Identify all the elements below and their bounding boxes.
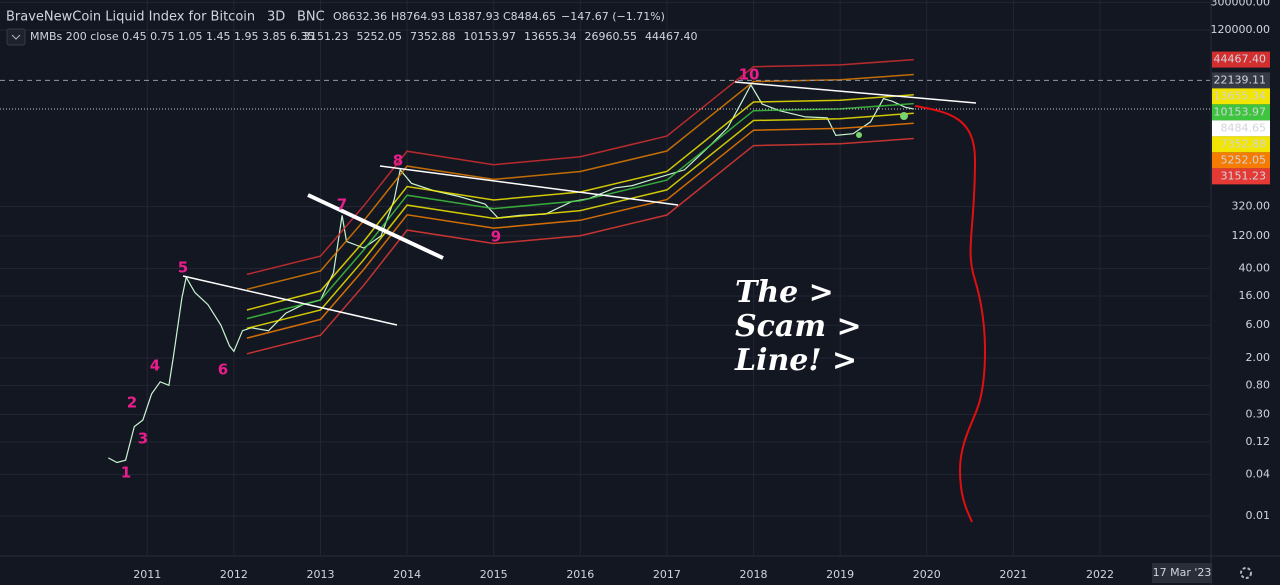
cursor-date: 17 Mar '23 (1153, 566, 1212, 579)
band-line (246, 137, 914, 355)
price-tag (1212, 168, 1270, 185)
price-tag (1212, 104, 1270, 121)
x-tick-label: 2022 (1086, 568, 1114, 581)
y-tick-label: 320.00 (1232, 200, 1271, 213)
price-tag-label: 13655.34 (1214, 89, 1267, 102)
legend-value: 26960.55 (585, 30, 638, 43)
price-tag-label: 10153.97 (1214, 105, 1267, 118)
wave-label: 3 (138, 430, 148, 448)
note-line: Scam > (735, 309, 862, 344)
price-line (108, 83, 914, 464)
ohlc-open: O8632.36 (333, 10, 387, 23)
trend-line (379, 165, 679, 206)
legend-value: 44467.40 (645, 30, 698, 43)
y-tick-label: 0.12 (1246, 435, 1271, 448)
symbol: BraveNewCoin Liquid Index for Bitcoin (6, 10, 255, 25)
wave-label: 1 (121, 464, 131, 482)
price-tag-label: 5252.05 (1221, 153, 1267, 166)
x-tick-label: 2020 (913, 568, 941, 581)
collapse-button[interactable] (6, 28, 26, 46)
legend-value: 5252.05 (357, 30, 403, 43)
x-tick-label: 2015 (480, 568, 508, 581)
x-tick-label: 2012 (220, 568, 248, 581)
wave-label: 10 (739, 66, 760, 84)
price-tag (1212, 120, 1270, 137)
price-axis: 2011 2012 2013 2014 2015 2016 2017 2018 2019 2020… (133, 0, 1270, 581)
marker-dot (856, 132, 862, 138)
grid (0, 0, 1210, 555)
band-line (246, 58, 914, 276)
cursor-date-box (1152, 563, 1212, 583)
y-tick-label: 120.00 (1232, 229, 1271, 242)
x-tick-label: 2021 (999, 568, 1027, 581)
y-tick-label: 120000.00 (1211, 23, 1271, 36)
band-line (246, 122, 914, 339)
ohlc-high: H8764.93 (391, 10, 445, 23)
price-tag-label: 44467.40 (1214, 53, 1267, 66)
x-tick-label: 2011 (133, 568, 161, 581)
price-tag (1212, 152, 1270, 169)
indicator-name: MMBs 200 close 0.45 0.75 1.05 1.45 1.95 … (30, 30, 315, 43)
x-tick-label: 2013 (306, 568, 334, 581)
price-tag-label: 22139.11 (1214, 73, 1267, 86)
price-tag (1212, 51, 1270, 68)
y-tick-label: 0.80 (1246, 378, 1271, 391)
ohlc-close: C8484.65 (503, 10, 556, 23)
wave-label: 6 (218, 361, 228, 379)
interval: 3D (267, 10, 285, 25)
price-tag-label: 8484.65 (1221, 121, 1267, 134)
wave-label: 4 (150, 357, 160, 375)
chevron-icon (11, 34, 21, 40)
plot (0, 58, 1210, 464)
wave-label: 9 (491, 228, 501, 246)
price-tag (1212, 72, 1270, 89)
price-tag-label: 3151.23 (1221, 169, 1267, 182)
y-tick-label: 40.00 (1239, 262, 1271, 275)
y-tick-label: 6.00 (1246, 318, 1271, 331)
settings-icon[interactable] (1240, 567, 1252, 579)
ohlc-change: −147.67 (−1.71%) (561, 10, 665, 23)
trend-line (182, 275, 398, 326)
band-line (246, 112, 914, 330)
y-tick-label: 0.01 (1246, 509, 1271, 522)
band-line (246, 94, 914, 311)
x-tick-label: 2016 (566, 568, 594, 581)
y-tick-label: 0.30 (1246, 408, 1271, 421)
x-tick-label: 2017 (653, 568, 681, 581)
ohlc-low: L8387.93 (448, 10, 500, 23)
trend-line (307, 193, 444, 260)
price-tag (1212, 136, 1270, 153)
wave-label: 5 (178, 259, 188, 277)
note-line: Line! > (734, 343, 857, 378)
y-tick-label: 0.04 (1246, 468, 1271, 481)
x-tick-label: 2019 (826, 568, 854, 581)
price-tag (1212, 88, 1270, 105)
price-tag-label: 7352.88 (1221, 137, 1267, 150)
wave-label: 2 (127, 394, 137, 412)
y-tick-label: 2.00 (1246, 351, 1271, 364)
hand-drawn-line (914, 105, 986, 523)
y-tick-label: 16.00 (1239, 289, 1271, 302)
exchange: BNC (297, 10, 325, 25)
legend-value: 10153.97 (464, 30, 517, 43)
note-line: The > (735, 275, 834, 310)
band-line (246, 102, 914, 320)
legend-value: 7352.88 (410, 30, 456, 43)
wave-label: 7 (337, 196, 347, 214)
trend-line (734, 81, 977, 104)
marker-dot (900, 112, 908, 120)
wave-label: 8 (393, 152, 403, 170)
legend-value: 13655.34 (524, 30, 577, 43)
indicator-values: 3151.23 5252.05 7352.88 10153.97 13655.34 269… (303, 30, 698, 43)
x-tick-label: 2014 (393, 568, 421, 581)
y-tick-label: 300000.00 (1211, 0, 1271, 9)
x-tick-label: 2018 (740, 568, 768, 581)
legend-value: 3151.23 (303, 30, 349, 43)
